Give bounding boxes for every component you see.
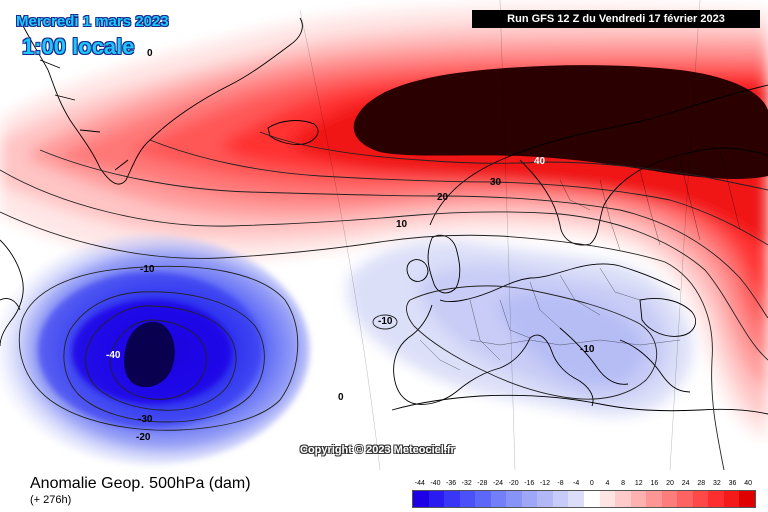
legend-value: -32 <box>461 480 472 487</box>
contour-label-minus10-west: -10 <box>140 264 155 275</box>
legend-labels: -44 -40 -36 -32 -28 -24 -20 -16 -12 -8 -4 0 4 8 12 16 20… <box>412 480 756 490</box>
valid-date: Mercredi 1 mars 2023 <box>16 13 169 30</box>
lead-time: (+ 276h) <box>30 494 72 506</box>
legend-value: -8 <box>557 480 564 487</box>
legend-swatch <box>723 491 740 507</box>
contour-label-0-south: 0 <box>338 392 344 403</box>
legend-swatch <box>475 491 491 507</box>
legend-value: 20 <box>666 480 674 487</box>
legend-value: 32 <box>713 480 721 487</box>
legend-value: -20 <box>508 480 519 487</box>
legend-value: -16 <box>524 480 535 487</box>
negative-anomaly-low <box>0 235 310 465</box>
positive-anomaly-core <box>353 65 768 179</box>
contour-lines <box>0 131 768 470</box>
legend-value: 40 <box>744 480 753 487</box>
contour-label-minus10-balkans: -10 <box>580 344 595 355</box>
anomaly-map: 0 40 30 20 10 -10 -10 -10 -40 -30 -20 0 <box>0 0 768 470</box>
coastlines <box>0 17 768 415</box>
borders <box>419 149 741 371</box>
run-banner: Run GFS 12 Z du Vendredi 17 février 2023 <box>472 10 760 28</box>
contour-label-minus40: -40 <box>106 350 121 361</box>
legend-value: 8 <box>621 480 626 487</box>
legend-swatch <box>630 491 647 507</box>
contour-label-0-top: 0 <box>147 48 153 59</box>
legend-value: 24 <box>681 480 690 487</box>
legend-value: -12 <box>539 480 550 487</box>
field-title: Anomalie Geop. 500hPa (dam) <box>30 475 251 492</box>
contour-label-minus30: -30 <box>138 414 153 425</box>
legend-swatch <box>444 491 460 507</box>
copyright: Copyright © 2023 Meteociel.fr <box>300 444 455 456</box>
legend-swatch <box>552 491 569 507</box>
legend-value: -28 <box>477 480 488 487</box>
contour-label-10: 10 <box>396 219 408 230</box>
legend-value: 16 <box>650 480 659 487</box>
legend-value: -36 <box>446 480 457 487</box>
legend-value: 28 <box>697 480 706 487</box>
legend-swatch <box>708 491 724 507</box>
legend-value: 36 <box>728 480 737 487</box>
legend-swatch <box>677 491 693 507</box>
legend-swatch <box>692 491 709 507</box>
legend-swatch <box>739 491 756 507</box>
legend-swatch <box>537 491 553 507</box>
contour-label-20: 20 <box>437 192 449 203</box>
legend-value: 0 <box>589 480 594 487</box>
legend-swatch <box>428 491 445 507</box>
legend-value: -40 <box>430 480 441 487</box>
legend-swatch <box>584 491 600 507</box>
legend-swatch <box>459 491 476 507</box>
contour-labels: 0 40 30 20 10 -10 -10 -10 -40 -30 -20 0 <box>106 48 595 443</box>
legend-swatch <box>506 491 522 507</box>
legend-swatch <box>490 491 507 507</box>
color-legend: -44 -40 -36 -32 -28 -24 -20 -16 -12 -8 -4 0 4 8 12 16 20… <box>412 480 756 510</box>
legend-swatch <box>568 491 585 507</box>
contour-label-minus10-atlantic: -10 <box>378 316 393 327</box>
valid-time: 1:00 locale <box>22 34 135 59</box>
contour-label-30: 30 <box>490 177 502 188</box>
legend-swatch <box>661 491 678 507</box>
legend-value: -4 <box>573 480 580 487</box>
contour-label-40: 40 <box>534 156 546 167</box>
legend-swatch <box>646 491 662 507</box>
legend-swatch <box>615 491 631 507</box>
legend-swatch <box>521 491 538 507</box>
contour-label-minus20: -20 <box>136 432 151 443</box>
legend-value: -44 <box>414 480 425 487</box>
legend-value: -24 <box>492 480 504 487</box>
legend-value: 12 <box>634 480 643 487</box>
legend-bar <box>412 490 756 508</box>
legend-swatch <box>413 491 429 507</box>
legend-swatch <box>599 491 616 507</box>
legend-value: 4 <box>605 480 610 487</box>
